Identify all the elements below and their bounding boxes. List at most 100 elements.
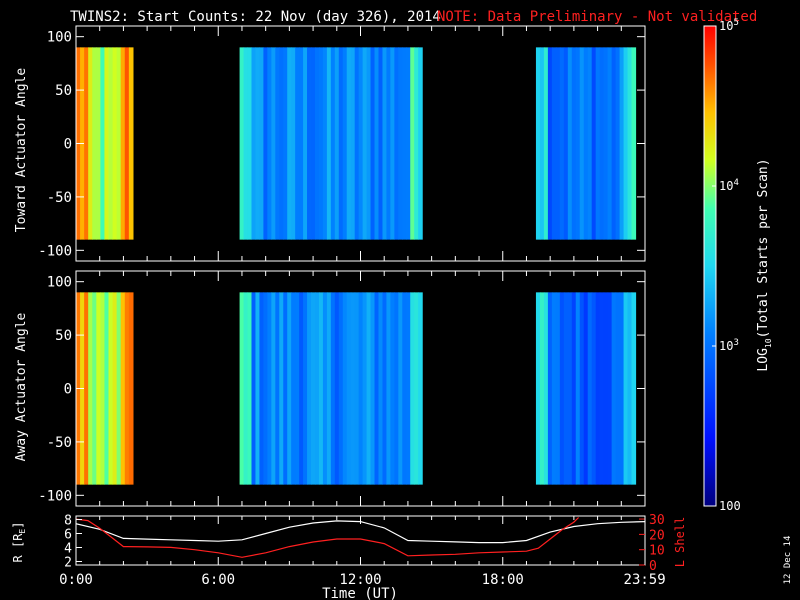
heat-column bbox=[382, 47, 388, 240]
x-tick-label: 18:00 bbox=[482, 572, 524, 588]
heat-column bbox=[346, 47, 352, 240]
heat-column bbox=[374, 47, 380, 240]
figure-title: TWINS2: Start Counts: 22 Nov (day 326), … bbox=[70, 9, 441, 25]
heat-column bbox=[386, 47, 391, 240]
heat-column bbox=[128, 47, 134, 240]
heat-column bbox=[414, 292, 419, 485]
heat-column bbox=[330, 292, 336, 485]
colorbar: 100 103 104 105 bbox=[703, 18, 741, 513]
heat-column bbox=[611, 47, 617, 240]
heat-column bbox=[619, 292, 625, 485]
heat-column bbox=[108, 47, 114, 240]
preliminary-note: NOTE: Data Preliminary - Not validated bbox=[437, 9, 757, 25]
y-tick-label: 100 bbox=[47, 275, 72, 291]
heat-column bbox=[239, 47, 245, 240]
heat-column bbox=[263, 47, 268, 240]
heat-column bbox=[346, 292, 352, 485]
heat-column bbox=[112, 47, 118, 240]
heat-column bbox=[120, 47, 126, 240]
heat-column bbox=[547, 47, 553, 240]
heat-column bbox=[279, 47, 284, 240]
y-tick-label: -100 bbox=[38, 488, 72, 504]
heat-column bbox=[543, 47, 549, 240]
heat-column bbox=[92, 292, 97, 485]
heat-column bbox=[599, 292, 605, 485]
heat-column bbox=[303, 47, 308, 240]
x-tick-label: 0:00 bbox=[59, 572, 93, 588]
heat-column bbox=[96, 292, 101, 485]
y-tick-label: 100 bbox=[47, 30, 72, 46]
colorbar-tick-label: 103 bbox=[719, 338, 739, 353]
heat-column bbox=[370, 47, 376, 240]
r-tick-label: 8 bbox=[64, 514, 72, 529]
heat-column bbox=[239, 292, 245, 485]
heat-column bbox=[104, 47, 110, 240]
heat-column bbox=[120, 292, 126, 485]
heat-column bbox=[402, 292, 407, 485]
heat-column bbox=[418, 292, 423, 485]
heat-column bbox=[338, 47, 344, 240]
heat-column bbox=[575, 292, 581, 485]
heat-column bbox=[583, 292, 589, 485]
heat-column bbox=[611, 292, 617, 485]
heat-column bbox=[92, 47, 97, 240]
heat-column bbox=[410, 292, 415, 485]
heat-column bbox=[251, 47, 257, 240]
heat-column bbox=[96, 47, 101, 240]
heat-column bbox=[334, 292, 340, 485]
heat-column bbox=[322, 292, 328, 485]
heat-column bbox=[539, 292, 545, 485]
data-block bbox=[76, 47, 134, 240]
lshell-tick-label: 0 bbox=[649, 559, 657, 574]
heat-column bbox=[547, 292, 553, 485]
heat-column bbox=[283, 292, 288, 485]
heat-column bbox=[627, 292, 633, 485]
heat-column bbox=[291, 47, 296, 240]
heat-column bbox=[358, 292, 364, 485]
heat-column bbox=[259, 47, 264, 240]
heat-column bbox=[342, 47, 348, 240]
heat-column bbox=[579, 292, 585, 485]
heat-column bbox=[128, 292, 134, 485]
heat-column bbox=[386, 292, 391, 485]
heat-column bbox=[623, 47, 629, 240]
toward-angle-panel: 100 50 0 -50 -100 bbox=[38, 25, 646, 262]
heat-column bbox=[599, 47, 605, 240]
heat-column bbox=[398, 292, 403, 485]
heat-column bbox=[571, 47, 577, 240]
y-tick-label: 0 bbox=[64, 382, 72, 398]
heat-column bbox=[116, 47, 122, 240]
heat-column bbox=[100, 47, 106, 240]
toward-ylabel: Toward Actuator Angle bbox=[14, 68, 29, 233]
x-tick-label: 12:00 bbox=[339, 572, 381, 588]
heat-column bbox=[627, 47, 633, 240]
heat-column bbox=[410, 47, 415, 240]
data-block bbox=[76, 292, 134, 485]
r-tick-label: 4 bbox=[64, 542, 72, 557]
heat-column bbox=[378, 47, 384, 240]
heat-column bbox=[414, 47, 419, 240]
colorbar-frame bbox=[703, 25, 717, 507]
heat-column bbox=[603, 47, 609, 240]
heat-column bbox=[418, 47, 423, 240]
heat-column bbox=[583, 47, 589, 240]
heat-column bbox=[267, 292, 272, 485]
heat-column bbox=[615, 292, 621, 485]
heat-column bbox=[595, 47, 601, 240]
data-block bbox=[535, 47, 637, 240]
lshell-ylabel: L Shell bbox=[673, 517, 687, 568]
x-tick-label: 6:00 bbox=[201, 572, 235, 588]
heat-column bbox=[623, 292, 629, 485]
heat-column bbox=[100, 292, 106, 485]
heat-column bbox=[314, 47, 320, 240]
heat-column bbox=[559, 292, 565, 485]
heat-column bbox=[299, 292, 304, 485]
heat-column bbox=[350, 292, 356, 485]
heat-column bbox=[555, 47, 561, 240]
date-stamp: 12 Dec 14 bbox=[783, 536, 793, 585]
heat-column bbox=[104, 292, 110, 485]
heat-column bbox=[543, 292, 549, 485]
heat-column bbox=[342, 292, 348, 485]
away-ylabel: Away Actuator Angle bbox=[14, 312, 29, 461]
heat-column bbox=[275, 292, 280, 485]
